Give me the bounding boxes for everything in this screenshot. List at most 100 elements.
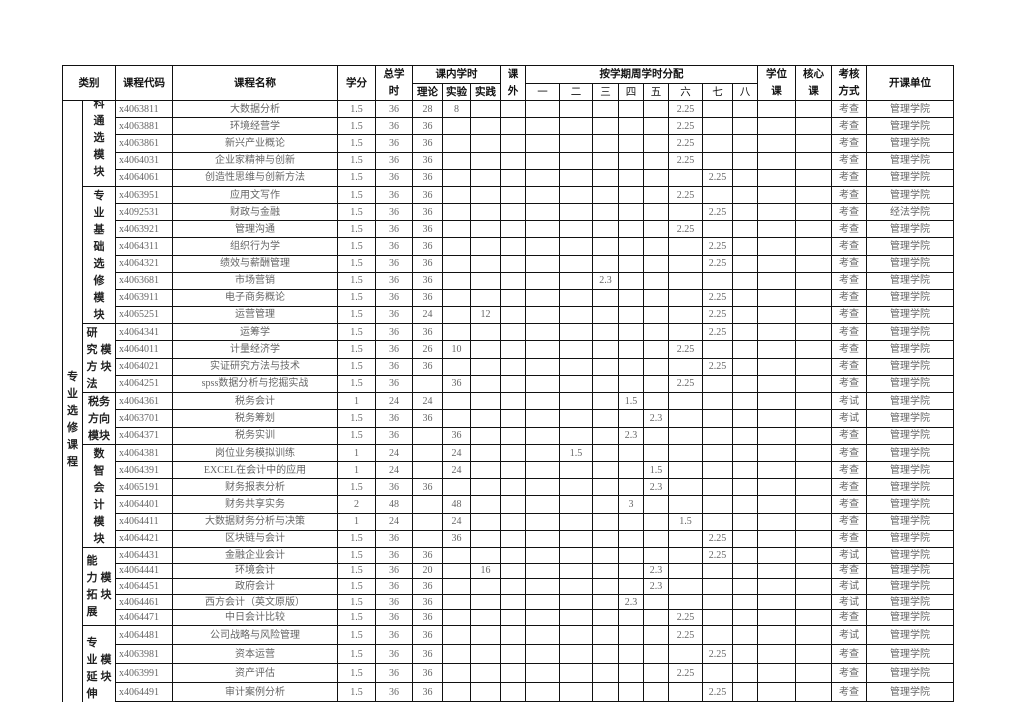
semester-4-hours [618,254,645,273]
degree-course [757,237,797,256]
semester-3-hours [592,185,620,205]
semester-3-hours: 2.3 [592,271,620,290]
course-name: spss数据分析与挖掘实战 [172,374,338,394]
table-row: 专业选修课程 科通选模块 x4063811 大数据分析 1.5 36 28 8 2.25 考查 管理… [62,99,955,702]
department: 管理学院 [866,512,955,531]
credits: 1.5 [337,288,376,307]
department: 管理学院 [866,185,955,205]
theory-hours: 36 [412,203,443,222]
total-hours: 36 [375,271,413,290]
experiment-hours [442,203,471,222]
theory-hours: 28 [412,99,443,119]
group-label: 专业基础选修模块 [82,186,116,324]
extracurricular-hours [500,578,527,595]
total-hours: 24 [375,443,413,463]
core-course [795,663,833,684]
semester-2-hours [559,168,594,188]
total-hours: 36 [375,322,413,342]
semester-5-hours [643,593,670,611]
table-row: x4063921 管理沟通 1.5 36 36 2.25 考查 管理学院 [63,220,955,239]
semester-2-hours [559,593,594,611]
semester-5-hours: 2.3 [643,409,670,428]
semester-6-hours: 2.25 [668,340,704,359]
semester-1-hours [525,271,561,290]
practice-hours [469,461,502,480]
table-row: x4064321 绩效与薪酬管理 1.5 36 36 2.25 考查 管理学院 [63,254,955,273]
semester-5-hours [643,185,670,205]
core-course [795,562,833,580]
semester-2-hours [559,151,594,170]
header-assessment: 考核方式 [831,65,868,101]
degree-course [757,203,797,222]
semester-1-hours [525,409,561,428]
semester-4-hours [618,168,645,188]
table-row: x4064011 计量经济学 1.5 36 26 10 2.25 考查 管理学院 [63,340,955,359]
credits: 1.5 [337,134,376,153]
department: 管理学院 [866,578,955,595]
table-row: 税务方向模块 x4064361 税务会计 1 24 24 1.5 考试 管理学院 [63,391,955,445]
experiment-hours [442,288,471,307]
semester-3-hours [592,461,620,480]
table-row: x4065191 财务报表分析 1.5 36 36 2.3 考查 管理学院 [63,478,955,497]
core-course [795,593,833,611]
semester-4-hours [618,478,645,497]
theory-hours: 24 [412,391,443,411]
total-hours: 36 [375,409,413,428]
degree-course [757,391,797,411]
practice-hours: 12 [469,305,502,325]
semester-3-hours [592,391,620,411]
credits: 1.5 [337,562,376,580]
degree-course [757,409,797,428]
outer-category: 专业选修课程 [62,99,83,702]
header-department: 开课单位 [866,65,955,101]
course-code: x4063681 [115,271,173,290]
practice-hours [469,478,502,497]
course-code: x4064311 [115,237,173,256]
semester-8-hours [732,547,759,564]
course-code: x4063921 [115,220,173,239]
credits: 1.5 [337,682,376,703]
course-name: 审计案例分析 [172,682,338,703]
group-label: 专业延伸 模块 [82,624,116,702]
course-code: x4064371 [115,426,173,446]
degree-course [757,185,797,205]
semester-5-hours [643,322,670,342]
department: 管理学院 [866,340,955,359]
semester-8-hours [732,271,759,290]
practice-hours [469,547,502,564]
semester-8-hours [732,117,759,136]
course-name: 计量经济学 [172,340,338,359]
semester-3-hours [592,340,620,359]
assessment-method: 考查 [831,682,868,703]
credits: 1.5 [337,271,376,290]
degree-course [757,374,797,394]
experiment-hours: 36 [442,426,471,446]
theory-hours: 36 [412,237,443,256]
course-code: x4065251 [115,305,173,325]
semester-2-hours: 1.5 [559,443,594,463]
practice-hours [469,593,502,611]
semester-8-hours [732,374,759,394]
course-code: x4064061 [115,168,173,188]
course-code: x4064481 [115,624,173,646]
semester-1-hours [525,168,561,188]
department: 管理学院 [866,322,955,342]
course-code: x4064431 [115,547,173,564]
group-label-wrap: 专业延伸 模块 [84,626,115,702]
semester-7-hours [702,151,734,170]
total-hours: 24 [375,461,413,480]
assessment-method: 考查 [831,220,868,239]
course-code: x4063911 [115,288,173,307]
header-core-course-text: 核心课 [803,68,825,97]
experiment-hours [442,322,471,342]
assessment-method: 考查 [831,203,868,222]
semester-4-hours [618,288,645,307]
total-hours: 36 [375,609,413,626]
semester-2-hours [559,185,594,205]
extracurricular-hours [500,391,527,411]
practice-hours [469,426,502,446]
practice-hours [469,624,502,646]
practice-hours [469,409,502,428]
degree-course [757,578,797,595]
header-semester-1: 一 [525,82,561,101]
